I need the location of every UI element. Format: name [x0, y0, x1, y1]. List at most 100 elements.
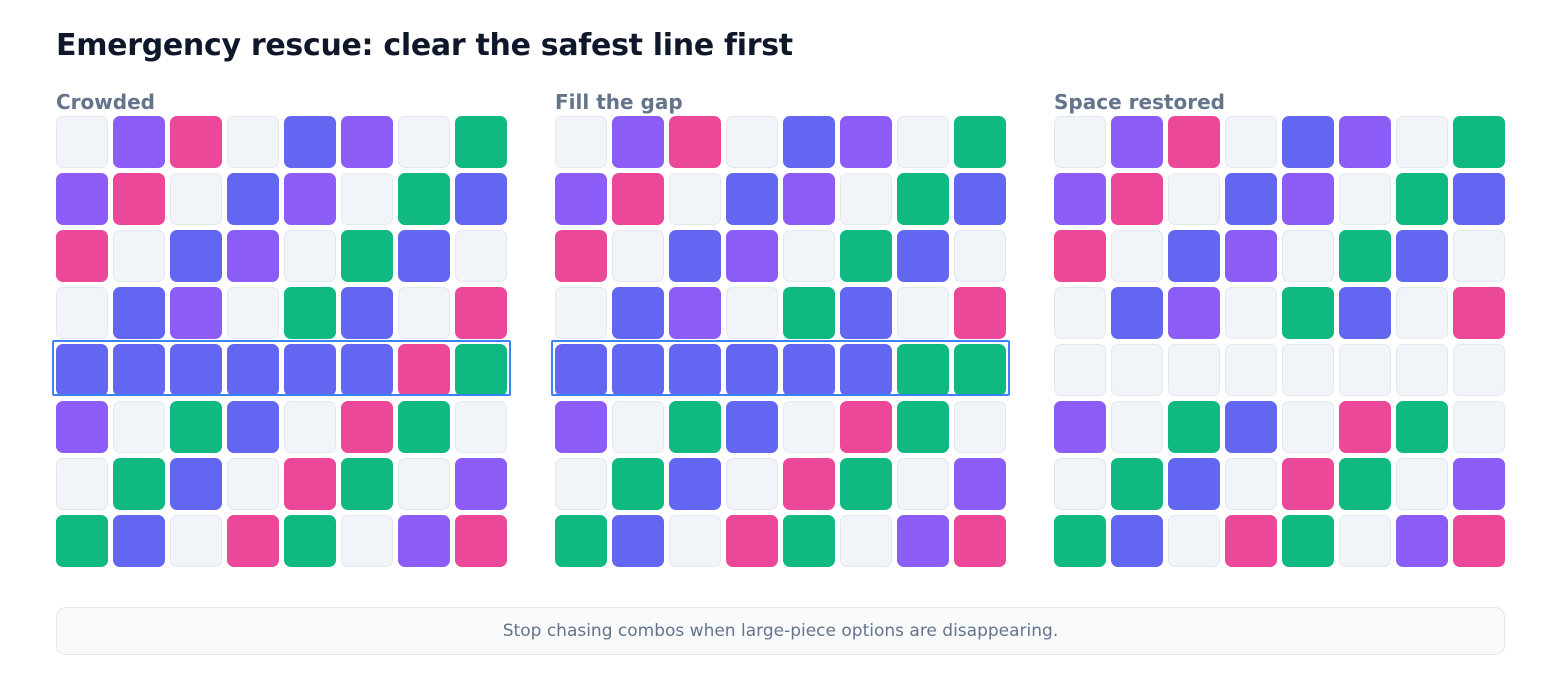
cell [398, 401, 450, 453]
title: Emergency rescue: clear the safest line … [56, 28, 793, 63]
cell [56, 515, 108, 567]
cell [954, 344, 1006, 396]
cell [669, 458, 721, 510]
cell [1225, 173, 1277, 225]
cell [1111, 230, 1163, 282]
board-label: Crowded [56, 90, 155, 114]
cell [1396, 173, 1448, 225]
cell [398, 458, 450, 510]
tip-text: Stop chasing combos when large-piece opt… [502, 621, 1059, 641]
cell [56, 287, 108, 339]
cell [227, 173, 279, 225]
cell [1168, 401, 1220, 453]
cell [555, 515, 607, 567]
cell [341, 287, 393, 339]
cell [170, 515, 222, 567]
cell [726, 116, 778, 168]
cell [1168, 458, 1220, 510]
cell [1453, 173, 1505, 225]
cell [954, 173, 1006, 225]
cell [783, 458, 835, 510]
cell [170, 116, 222, 168]
cell [170, 287, 222, 339]
cell [1225, 458, 1277, 510]
cell [170, 458, 222, 510]
cell [783, 116, 835, 168]
cell [1282, 401, 1334, 453]
cell [1396, 458, 1448, 510]
cell [726, 173, 778, 225]
cell [555, 401, 607, 453]
cell [1339, 230, 1391, 282]
cell [897, 173, 949, 225]
cell [455, 287, 507, 339]
cell [1339, 116, 1391, 168]
cell [1396, 116, 1448, 168]
cell [1396, 287, 1448, 339]
cell [669, 515, 721, 567]
board-label: Fill the gap [555, 90, 683, 114]
cell [1054, 458, 1106, 510]
cell [455, 230, 507, 282]
row-highlight [52, 340, 511, 396]
cell [954, 230, 1006, 282]
cell [783, 230, 835, 282]
cell [1282, 173, 1334, 225]
cell [669, 173, 721, 225]
cell [1396, 515, 1448, 567]
cell [954, 287, 1006, 339]
cell [1453, 401, 1505, 453]
cell [840, 401, 892, 453]
cell [1054, 116, 1106, 168]
cell [341, 173, 393, 225]
cell [726, 401, 778, 453]
cell [726, 344, 778, 396]
cell [1225, 116, 1277, 168]
cell [783, 287, 835, 339]
cell [1453, 287, 1505, 339]
cell [1339, 287, 1391, 339]
cell [840, 173, 892, 225]
cell [1282, 515, 1334, 567]
board-label: Space restored [1054, 90, 1225, 114]
cell [555, 173, 607, 225]
cell [113, 344, 165, 396]
board-panel: Space restored [1054, 90, 1506, 570]
cell [954, 116, 1006, 168]
cell [113, 287, 165, 339]
cell [1339, 344, 1391, 396]
cell [341, 458, 393, 510]
cell [840, 515, 892, 567]
cell [56, 173, 108, 225]
cell [1453, 230, 1505, 282]
cell [284, 230, 336, 282]
cell [612, 515, 664, 567]
cell [612, 344, 664, 396]
cell [284, 458, 336, 510]
cell [56, 230, 108, 282]
cell [612, 287, 664, 339]
cell [1453, 344, 1505, 396]
cell [1396, 401, 1448, 453]
cell [284, 401, 336, 453]
cell [897, 401, 949, 453]
cell [113, 515, 165, 567]
cell [612, 230, 664, 282]
cell [170, 230, 222, 282]
cell [284, 116, 336, 168]
cell [113, 173, 165, 225]
cell [341, 116, 393, 168]
cell [56, 401, 108, 453]
cell [897, 515, 949, 567]
cell [555, 458, 607, 510]
cell [1054, 230, 1106, 282]
cell [56, 116, 108, 168]
cell [56, 344, 108, 396]
cell [113, 401, 165, 453]
cell [840, 230, 892, 282]
cell [555, 344, 607, 396]
cell [1168, 515, 1220, 567]
cell [1111, 344, 1163, 396]
cell [840, 116, 892, 168]
cell [455, 344, 507, 396]
